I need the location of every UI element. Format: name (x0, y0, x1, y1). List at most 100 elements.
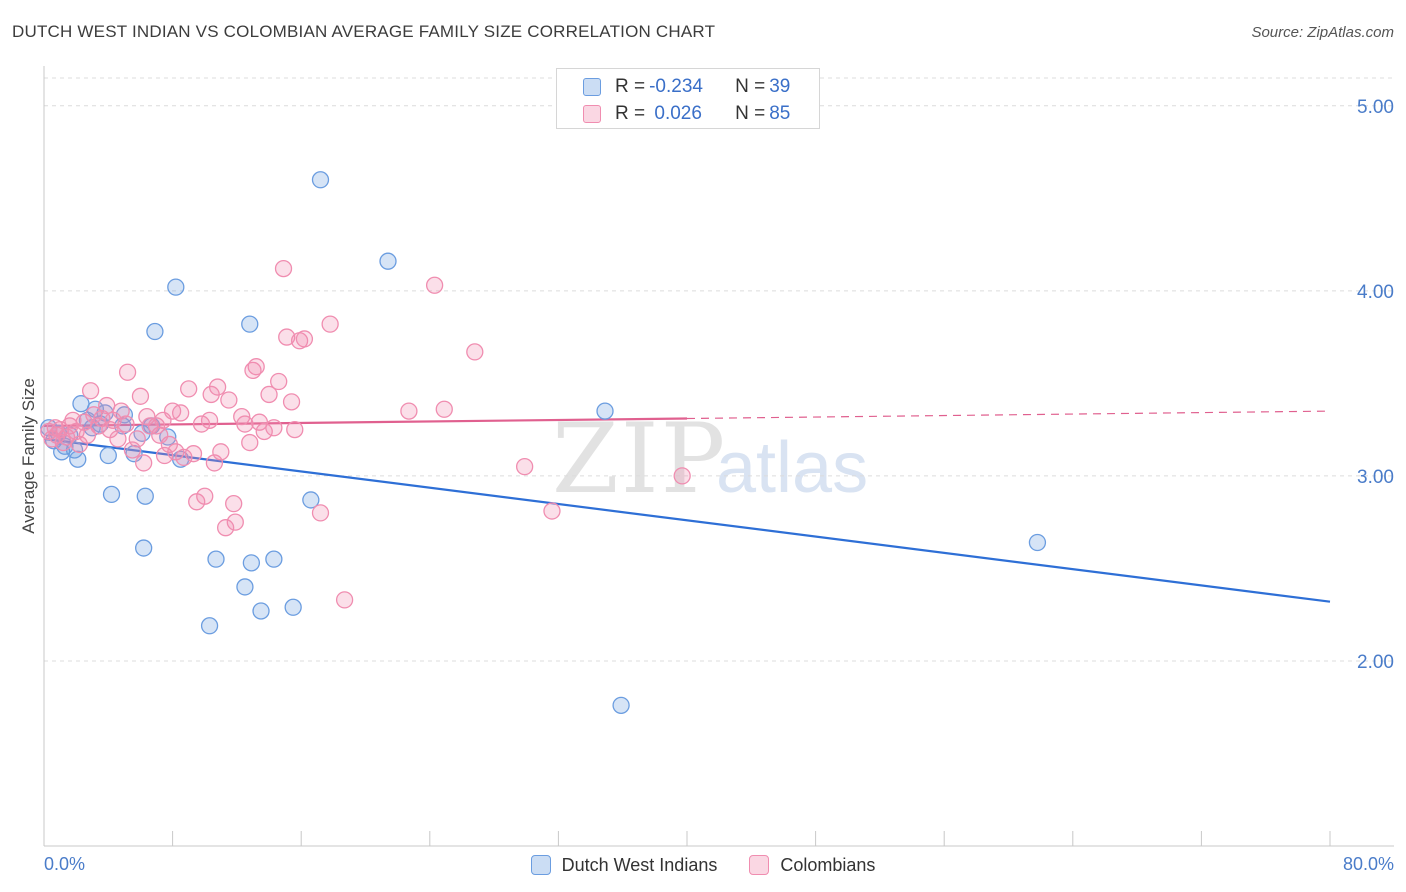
point-dutch-west-indians (136, 487, 154, 505)
point-colombians (196, 487, 214, 505)
series-legend-item-dutch-west-indians[interactable]: Dutch West Indians (530, 854, 718, 876)
trendline-colombians (43, 417, 688, 428)
x-tick-label: 80.0% (1343, 854, 1394, 874)
point-colombians (112, 402, 130, 420)
legend-swatch-blue (583, 78, 601, 96)
point-colombians (260, 385, 278, 404)
point-dutch-west-indians (99, 446, 117, 465)
watermark: ZIP atlas (552, 403, 868, 515)
point-colombians (270, 372, 288, 391)
point-dutch-west-indians (69, 450, 87, 468)
point-colombians (241, 433, 259, 452)
point-colombians (78, 426, 97, 444)
point-colombians (216, 519, 235, 537)
point-colombians (311, 504, 330, 522)
point-colombians (81, 382, 100, 400)
point-colombians (255, 422, 273, 441)
legend-n-value: 85 (769, 103, 791, 124)
series-legend: Dutch West Indians Colombians (0, 852, 1406, 878)
legend-n-label: N = (735, 103, 766, 124)
point-colombians (135, 454, 153, 472)
y-axis-label: Average Family Size (19, 378, 38, 534)
point-dutch-west-indians (146, 322, 164, 341)
point-dutch-west-indians (200, 617, 219, 635)
point-colombians (118, 363, 137, 381)
point-dutch-west-indians (302, 491, 320, 509)
legend-n-label: N = (735, 76, 766, 97)
point-colombians (128, 430, 146, 448)
point-colombians (212, 443, 230, 461)
point-colombians (236, 415, 254, 433)
point-colombians (225, 494, 243, 513)
point-dutch-west-indians (102, 485, 121, 504)
point-colombians (247, 358, 265, 376)
point-dutch-west-indians (284, 598, 302, 616)
point-colombians (515, 457, 534, 476)
point-colombians (117, 415, 135, 433)
point-colombians (175, 448, 193, 467)
point-colombians (85, 406, 103, 424)
point-colombians (200, 411, 219, 430)
point-dutch-west-indians (596, 402, 614, 420)
point-dutch-west-indians (265, 550, 283, 568)
point-colombians (208, 378, 227, 396)
point-colombians (226, 513, 244, 531)
point-dutch-west-indians (612, 696, 630, 715)
point-colombians (109, 430, 127, 448)
point-dutch-west-indians (379, 252, 397, 270)
legend-n-value: 39 (769, 76, 791, 97)
x-tick-label: 0.0% (44, 854, 85, 874)
trendline-colombians-extension (686, 410, 1331, 420)
chart-title: DUTCH WEST INDIAN VS COLOMBIAN AVERAGE F… (12, 22, 716, 41)
point-dutch-west-indians (1028, 533, 1047, 552)
point-colombians (321, 315, 339, 333)
chart-source: Source: ZipAtlas.com (1251, 24, 1394, 41)
point-colombians (184, 445, 203, 463)
y-tick-label: 4.00 (1357, 282, 1394, 303)
legend-r-label: R = (615, 76, 646, 97)
point-colombians (286, 420, 304, 439)
point-dutch-west-indians (311, 171, 330, 189)
trendline-dutch-west-indians (43, 437, 1331, 603)
point-colombians (425, 276, 444, 294)
point-colombians (274, 259, 293, 278)
point-dutch-west-indians (167, 278, 185, 296)
point-colombians (171, 404, 190, 422)
point-colombians (400, 402, 418, 420)
y-tick-label: 3.00 (1357, 467, 1394, 488)
point-dutch-west-indians (252, 602, 270, 620)
point-colombians (57, 428, 76, 446)
point-colombians (155, 446, 174, 465)
point-colombians (220, 391, 238, 409)
series-swatch-blue (530, 855, 551, 875)
legend-r-value: 0.026 (649, 103, 702, 124)
point-dutch-west-indians (241, 315, 259, 333)
point-colombians (335, 591, 354, 609)
point-dutch-west-indians (242, 554, 261, 572)
series-swatch-pink (749, 855, 770, 875)
point-colombians (466, 343, 484, 361)
legend-r-value: -0.234 (649, 76, 703, 97)
legend-row-dutch-west-indians: R = -0.234 N = 39 (583, 74, 790, 100)
legend-r-label: R = (615, 103, 646, 124)
point-colombians (192, 415, 211, 433)
y-tick-label: 5.00 (1357, 97, 1394, 118)
point-colombians (123, 441, 142, 459)
stats-legend: R = -0.234 N = 39 R = 0.026 N = 85 (556, 68, 820, 129)
point-colombians (131, 387, 150, 405)
legend-row-colombians: R = 0.026 N = 85 (583, 101, 790, 127)
watermark-zip: ZIP (552, 403, 727, 515)
point-colombians (435, 400, 453, 418)
watermark-atlas: atlas (716, 428, 868, 508)
series-legend-item-colombians[interactable]: Colombians (749, 855, 875, 876)
point-colombians (543, 502, 561, 520)
point-colombians (295, 330, 314, 348)
point-dutch-west-indians (236, 578, 254, 596)
point-colombians (265, 419, 283, 437)
point-colombians (282, 393, 301, 411)
series-legend-label: Dutch West Indians (561, 854, 718, 875)
point-dutch-west-indians (135, 539, 153, 557)
point-colombians (673, 467, 691, 485)
y-tick-label: 2.00 (1357, 652, 1394, 673)
